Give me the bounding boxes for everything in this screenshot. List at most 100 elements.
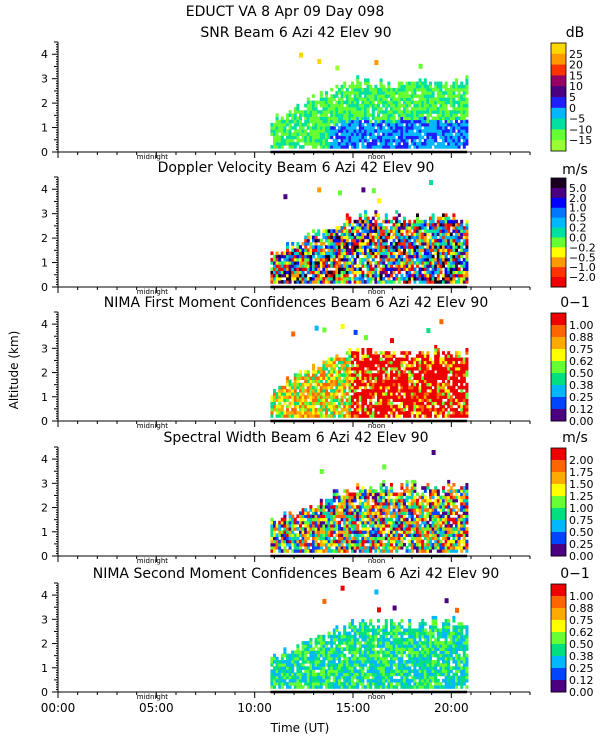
y-tick-label: 2	[41, 97, 48, 110]
heatmap-cell	[444, 107, 448, 111]
heatmap-cell	[335, 238, 339, 243]
heatmap-cell	[345, 107, 349, 111]
heatmap-cell	[317, 401, 321, 406]
heatmap-cell	[366, 520, 370, 525]
heatmap-cell	[345, 517, 349, 522]
heatmap-cell	[403, 87, 406, 92]
heatmap-cell	[457, 238, 461, 243]
heatmap-cell	[418, 354, 422, 358]
heatmap-cell	[330, 94, 334, 98]
heatmap-cell	[387, 103, 391, 108]
heatmap-cell	[416, 213, 419, 217]
heatmap-cell	[416, 379, 419, 384]
heatmap-cell	[361, 122, 365, 127]
heatmap-cell	[270, 414, 274, 418]
heatmap-cell	[301, 138, 305, 143]
colorbar-label: 0.88	[569, 331, 594, 344]
heatmap-cell	[371, 107, 375, 111]
heatmap-cell	[322, 385, 326, 390]
heatmap-cell	[387, 376, 391, 380]
heatmap-cell	[317, 100, 321, 105]
heatmap-cell	[429, 222, 432, 227]
heatmap-cell	[340, 508, 344, 512]
heatmap-cell	[384, 379, 388, 384]
heatmap-cell	[330, 87, 334, 92]
heatmap-cell	[356, 232, 360, 237]
heatmap-cell	[455, 351, 458, 355]
heatmap-cell	[452, 84, 456, 89]
heatmap-cell	[325, 392, 328, 396]
heatmap-cell	[369, 254, 373, 259]
heatmap-cell	[293, 132, 297, 136]
heatmap-cell	[270, 267, 274, 271]
heatmap-cell	[283, 280, 287, 284]
heatmap-cell	[348, 514, 352, 519]
heatmap-cell	[395, 542, 399, 547]
heatmap-cell	[392, 539, 396, 544]
heatmap-cell	[296, 135, 300, 140]
heatmap-cell	[400, 527, 404, 531]
heatmap-cell	[457, 100, 461, 105]
heatmap-cell	[343, 370, 347, 374]
heatmap-cell	[423, 517, 427, 522]
heatmap-cell	[286, 379, 289, 384]
heatmap-cell	[275, 251, 279, 256]
heatmap-cell	[442, 385, 445, 390]
heatmap-cell	[408, 351, 412, 355]
heatmap-cell	[361, 517, 365, 522]
heatmap-cell	[455, 273, 458, 278]
heatmap-cell	[423, 267, 427, 271]
heatmap-cell	[418, 63, 423, 69]
heatmap-cell	[405, 486, 409, 490]
heatmap-cell	[275, 398, 279, 402]
heatmap-cell	[364, 81, 367, 86]
heatmap-cell	[449, 91, 453, 95]
heatmap-cell	[296, 267, 300, 271]
heatmap-cell	[351, 414, 354, 418]
heatmap-cell	[296, 414, 300, 418]
heatmap-cell	[306, 264, 310, 268]
heatmap-cell	[340, 126, 344, 130]
heatmap-cell	[330, 389, 334, 393]
heatmap-cell	[410, 245, 414, 249]
heatmap-cell	[387, 119, 391, 124]
midnight-label: midnight	[137, 153, 168, 161]
heatmap-cell	[460, 219, 464, 224]
heatmap-cell	[293, 536, 297, 541]
heatmap-cell	[426, 107, 430, 111]
heatmap-cell	[319, 404, 323, 409]
heatmap-cell	[348, 222, 352, 227]
heatmap-cell	[343, 363, 347, 368]
heatmap-cell	[447, 277, 451, 281]
heatmap-cell	[382, 536, 386, 541]
heatmap-cell	[340, 84, 344, 89]
heatmap-cell	[384, 219, 388, 224]
heatmap-cell	[400, 103, 404, 108]
heatmap-cell	[358, 216, 362, 221]
heatmap-cell	[332, 107, 336, 111]
heatmap-cell	[436, 226, 440, 230]
colorbar-swatch	[551, 64, 566, 76]
heatmap-cell	[317, 505, 321, 509]
heatmap-cell	[335, 245, 339, 249]
heatmap-cell	[361, 245, 365, 249]
heatmap-cell	[392, 267, 396, 271]
heatmap-cell	[304, 267, 308, 271]
heatmap-cell	[348, 517, 352, 522]
heatmap-cell	[348, 107, 352, 111]
heatmap-cell	[392, 116, 396, 121]
heatmap-cell	[423, 219, 427, 224]
heatmap-cell	[330, 142, 334, 146]
heatmap-cell	[319, 138, 323, 143]
heatmap-cell	[465, 389, 469, 393]
heatmap-cell	[392, 100, 396, 105]
heatmap-cell	[416, 129, 419, 133]
heatmap-cell	[296, 382, 300, 387]
heatmap-cell	[361, 505, 365, 509]
heatmap-cell	[418, 254, 422, 259]
heatmap-cell	[413, 242, 417, 246]
heatmap-cell	[319, 536, 323, 541]
heatmap-cell	[462, 360, 466, 365]
heatmap-cell	[335, 270, 339, 275]
